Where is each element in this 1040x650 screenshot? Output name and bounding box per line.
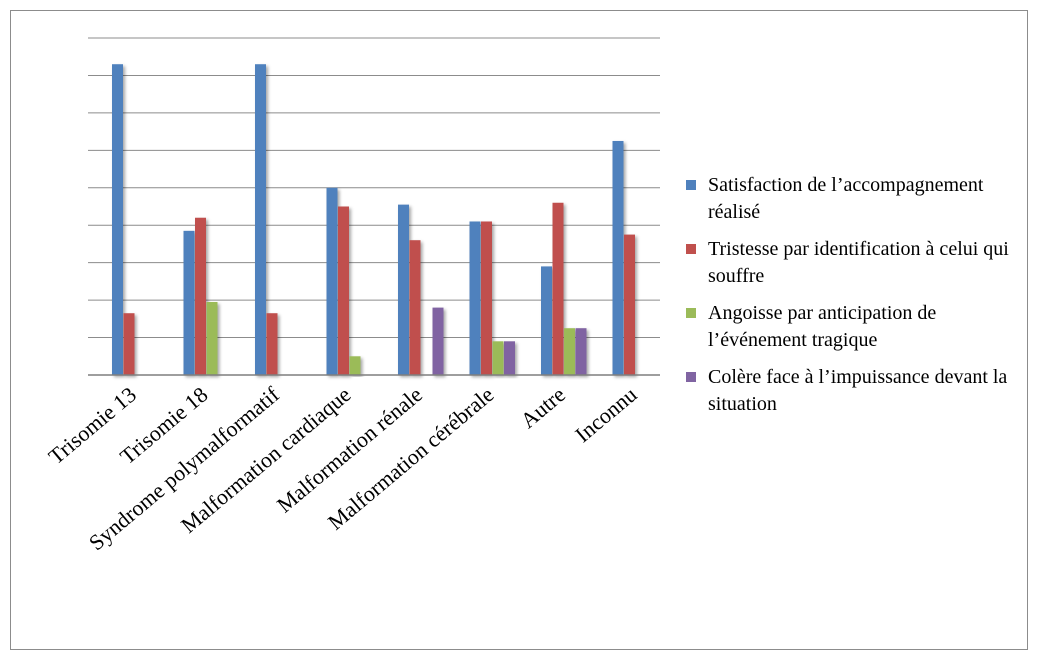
bar-2-inconnu: [624, 234, 635, 375]
bar-3-malformation-cardiaque: [349, 356, 361, 375]
bar-2-syndrome-polymalformatif: [266, 313, 278, 375]
legend-swatch-angoisse: [686, 308, 696, 318]
bar-2-malformation-c-r-brale: [481, 221, 492, 375]
x-tick-label: Inconnu: [570, 382, 641, 447]
bar-1-autre: [541, 266, 552, 375]
x-tick-label: Autre: [516, 382, 570, 433]
legend-label-satisfaction: Satisfaction de l’accompagnement réalisé: [708, 174, 984, 223]
bar-3-trisomie-18: [206, 301, 218, 375]
legend-label-colere: Colère face à l’impuissance devant la si…: [708, 366, 1008, 415]
bar-1-syndrome-polymalformatif: [255, 64, 266, 375]
bar-1-trisomie-13: [112, 64, 123, 375]
legend-item-tristesse: Tristesse par identification à celui qui…: [686, 236, 1031, 290]
legend-swatch-colere: [686, 372, 696, 382]
bar-3-autre: [564, 328, 575, 375]
legend-item-colere: Colère face à l’impuissance devant la si…: [686, 364, 1031, 418]
legend-item-satisfaction: Satisfaction de l’accompagnement réalisé: [686, 172, 1031, 226]
legend: Satisfaction de l’accompagnement réalisé…: [686, 172, 1031, 428]
bar-4-autre: [575, 328, 587, 375]
legend-swatch-tristesse: [686, 244, 696, 254]
bar-2-autre: [552, 202, 564, 375]
legend-swatch-satisfaction: [686, 180, 696, 190]
legend-label-tristesse: Tristesse par identification à celui qui…: [708, 238, 1009, 287]
bar-1-malformation-r-nale: [398, 204, 409, 375]
chart-frame: [10, 10, 1028, 650]
gridlines: [88, 37, 660, 376]
bar-2-malformation-cardiaque: [338, 206, 349, 375]
bar-2-malformation-r-nale: [409, 240, 421, 375]
legend-label-angoisse: Angoisse par anticipation de l’événement…: [708, 302, 937, 351]
bar-1-malformation-cardiaque: [326, 187, 338, 375]
bar-1-malformation-c-r-brale: [469, 221, 481, 375]
bars: [112, 64, 635, 375]
bar-1-trisomie-18: [183, 230, 195, 375]
bar-2-trisomie-13: [123, 313, 135, 375]
legend-item-angoisse: Angoisse par anticipation de l’événement…: [686, 300, 1031, 354]
bar-3-malformation-c-r-brale: [492, 341, 504, 375]
bar-1-inconnu: [612, 140, 624, 375]
bar-4-malformation-c-r-brale: [504, 341, 515, 375]
bar-4-malformation-r-nale: [432, 307, 444, 375]
bar-2-trisomie-18: [195, 217, 206, 375]
